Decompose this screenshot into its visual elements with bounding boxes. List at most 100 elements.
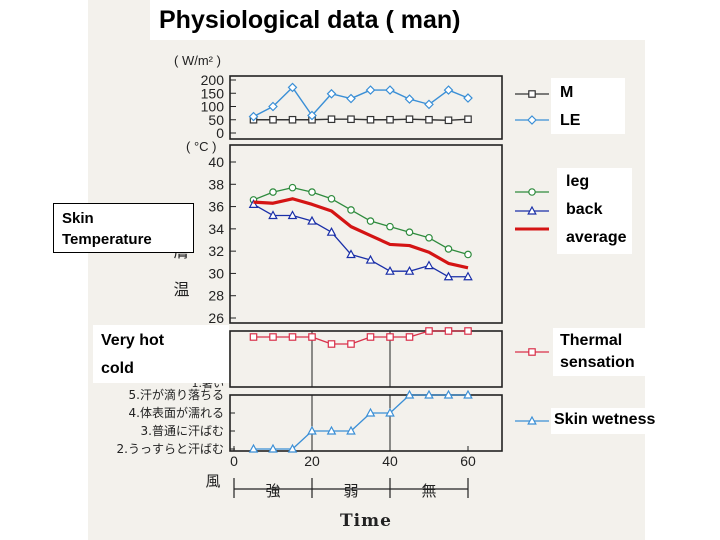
series-leg-point [347, 206, 355, 214]
series-le-point [346, 93, 356, 104]
series-back-point [443, 271, 454, 281]
series-m-point [288, 115, 297, 124]
series-skin-wetness-point [424, 389, 434, 399]
series-back-point [268, 210, 278, 220]
series-thermal-sensation-point [386, 333, 394, 341]
sensation-cold: cold [101, 360, 134, 377]
energy-tick-label: 150 [201, 85, 225, 101]
series-m-point [366, 115, 375, 124]
series-m-point [386, 115, 394, 124]
series-average-line [253, 197, 469, 270]
legend-label-leg: leg [566, 173, 590, 190]
series-thermal-sensation-point [444, 327, 453, 335]
series-back-point [287, 210, 298, 220]
energy-tick-label: 50 [208, 112, 224, 128]
series-back-point [307, 215, 317, 225]
series-m-point [269, 115, 277, 124]
series-m-point [327, 115, 336, 124]
wind-segment-label: 無 [421, 482, 436, 500]
series-back-point [365, 254, 376, 264]
callout-skin-legend: leg back average [557, 168, 632, 254]
x-tick-label: 60 [460, 453, 476, 469]
legend-leg-sample-marker [528, 188, 536, 196]
skin-tick-label: 32 [208, 243, 224, 259]
series-le-point [463, 93, 473, 103]
series-skin-wetness-point [326, 425, 337, 435]
thermal-sensation-line-2: sensation [560, 354, 635, 371]
series-le-point [424, 99, 434, 110]
series-leg-point [425, 233, 433, 242]
skin-tick-label: 30 [208, 265, 224, 281]
callout-skin-wetness: Skin wetness [551, 408, 671, 434]
series-le-point [385, 85, 395, 95]
series-leg-point [464, 250, 472, 259]
panel-frame-th [229, 330, 503, 388]
series-thermal-sensation-point [288, 333, 297, 341]
series-thermal-sensation-point [249, 333, 258, 341]
wind-segment-label: 強 [265, 482, 280, 500]
series-skin-wetness-point [248, 443, 259, 453]
series-skin-wetness-point [463, 389, 473, 399]
legend-label-m: M [560, 84, 574, 101]
series-back-point [346, 249, 356, 259]
series-back-point [326, 226, 337, 236]
wind-label: 風 [205, 472, 220, 490]
series-thermal-sensation-point [327, 340, 336, 348]
series-thermal-sensation-point [308, 333, 316, 341]
series-back-point [385, 265, 395, 275]
series-thermal-sensation-point [425, 327, 433, 335]
thermal-sensation-line-1: Thermal [560, 332, 623, 349]
series-le-line [253, 86, 469, 118]
callout-skin-temperature: Skin Temperature [53, 203, 194, 253]
panel-frame-wet [229, 394, 503, 452]
x-tick-label: 0 [230, 453, 238, 469]
series-leg-point [386, 222, 394, 231]
callout-thermal-sensation: Thermal sensation [553, 328, 645, 376]
callout-sensation: Very hot cold [93, 325, 229, 383]
legend-label-le: LE [560, 112, 581, 129]
series-leg-point [269, 188, 277, 196]
callout-m-le: M LE [551, 78, 625, 134]
series-leg-point [444, 245, 453, 253]
wetness-tick-label: 3.普通に汗ばむ [141, 424, 224, 438]
series-leg-point [327, 194, 336, 203]
series-thermal-sensation-point [347, 340, 355, 348]
figure-background-strip [88, 0, 150, 40]
series-le-point [443, 85, 454, 95]
series-thermal-sensation-line [253, 330, 468, 345]
series-skin-wetness-line [253, 394, 468, 450]
legend-label-skin-wetness: Skin wetness [554, 411, 656, 428]
x-tick-label: 20 [304, 453, 320, 469]
skin-tick-label: 38 [208, 176, 224, 192]
energy-tick-label: 100 [201, 99, 225, 115]
series-back-point [248, 199, 259, 208]
series-thermal-sensation-point [366, 333, 375, 341]
series-m-point [425, 115, 433, 124]
series-m-line [253, 118, 469, 121]
series-le-point [326, 88, 337, 99]
series-m-point [347, 115, 355, 124]
series-m-point [405, 115, 414, 124]
series-le-point [365, 85, 376, 95]
skin-tick-label: 40 [208, 154, 224, 170]
legend-back-sample-marker [527, 205, 537, 215]
legend-thermal-sample-marker [528, 348, 536, 356]
legend-label-average: average [566, 229, 627, 246]
series-skin-wetness-point [443, 389, 454, 399]
series-thermal-sensation-point [269, 333, 277, 341]
skin-tick-label: 26 [208, 310, 224, 326]
skin-tick-label: 36 [208, 199, 224, 215]
legend-m-sample-marker [528, 90, 536, 98]
energy-unit-label: ( W/m² ) [174, 53, 221, 68]
series-m-point [464, 115, 472, 124]
energy-tick-label: 200 [201, 72, 225, 88]
series-skin-wetness-point [365, 407, 376, 417]
skin-unit-label: ( °C ) [186, 139, 216, 154]
series-leg-point [308, 188, 316, 196]
sensation-very-hot: Very hot [101, 332, 165, 349]
legend-label-back: back [566, 201, 603, 218]
wetness-tick-label: 2.うっすらと汗ばむ [117, 442, 224, 456]
series-leg-line [253, 186, 469, 256]
series-skin-wetness-point [385, 407, 395, 417]
